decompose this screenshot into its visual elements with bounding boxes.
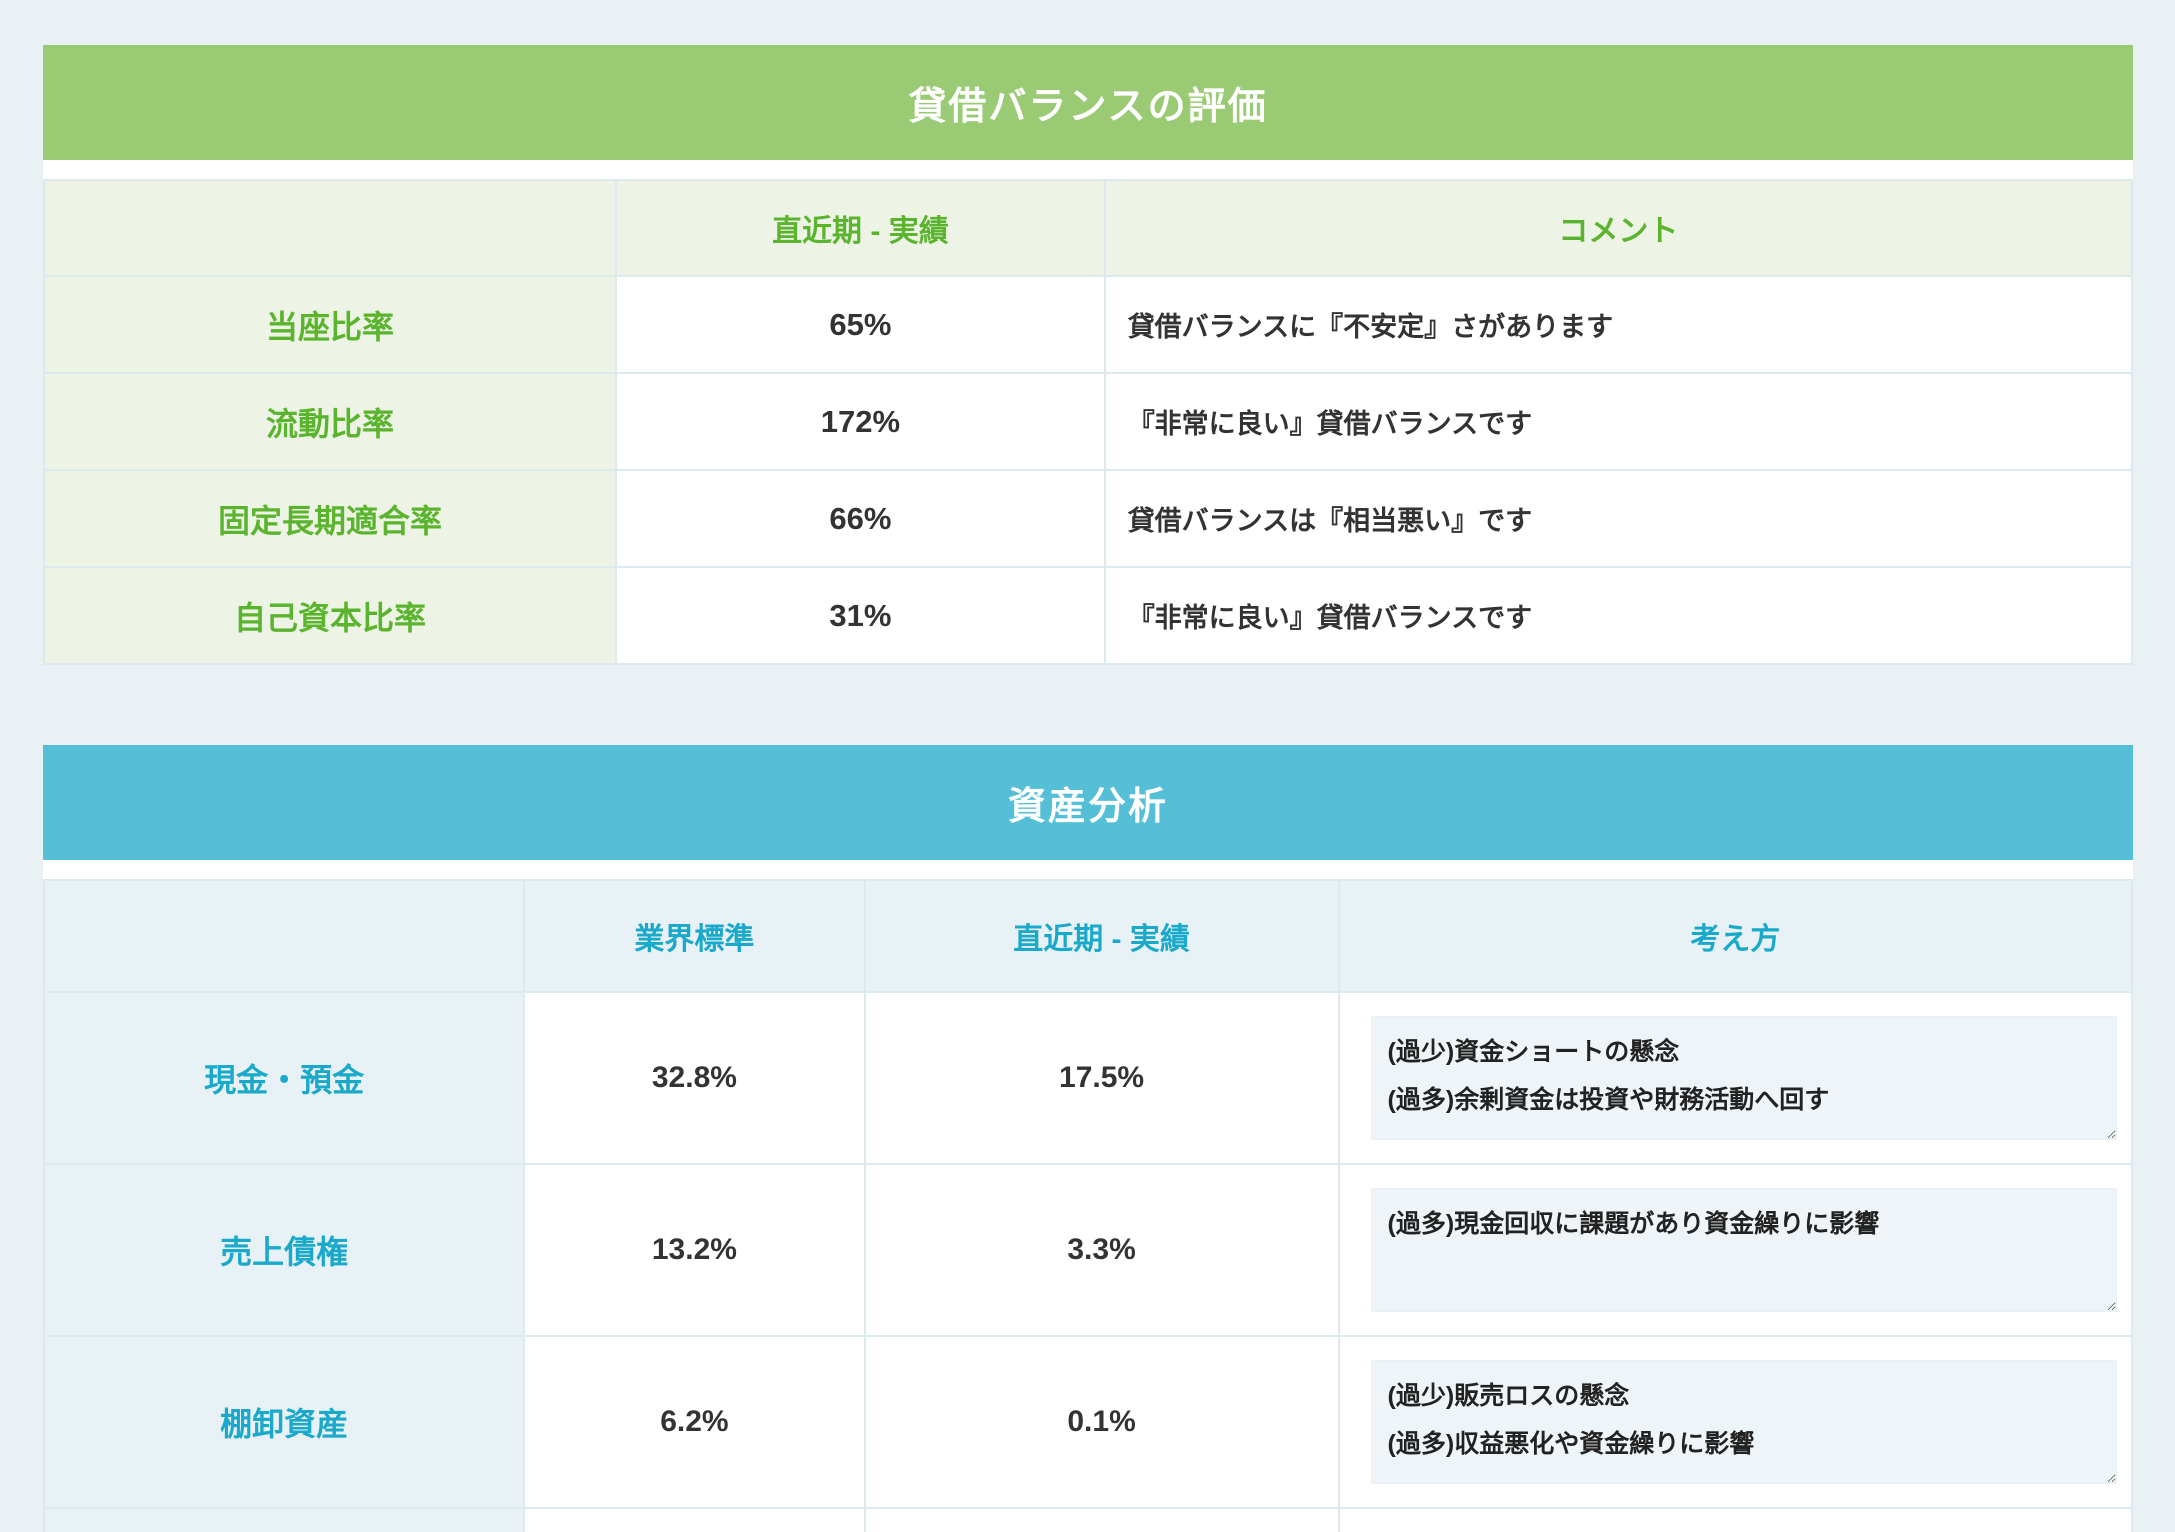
table-row: 固定長期適合率 66% 貸借バランスは『相当悪い』です (42, 469, 2134, 568)
asset-header-row: 業界標準 直近期 - 実績 考え方 (42, 879, 2134, 993)
asset-industry-value: 13.2% (523, 1163, 866, 1337)
asset-table: 業界標準 直近期 - 実績 考え方 現金・預金 32.8% 17.5% (過少)… (42, 879, 2134, 1532)
balance-section-title: 貸借バランスの評価 (43, 45, 2133, 160)
asset-actual-value: 3.3% (863, 1163, 1340, 1337)
balance-header-comment: コメント (1103, 179, 2134, 277)
asset-note-cell: (過少)資金ショートの懸念 (過多)余剰資金は投資や財務活動へ回す (1337, 991, 2134, 1165)
table-row: 流動比率 172% 『非常に良い』貸借バランスです (42, 372, 2134, 471)
metric-value: 66% (615, 469, 1106, 568)
metric-comment: 『非常に良い』貸借バランスです (1103, 566, 2134, 665)
table-row: 売上債権 13.2% 3.3% (過多)現金回収に課題があり資金繰りに影響 (42, 1163, 2134, 1337)
asset-header-actual: 直近期 - 実績 (863, 879, 1340, 993)
metric-label: 当座比率 (42, 275, 618, 374)
metric-value: 172% (615, 372, 1106, 471)
asset-actual-value: 17.5% (863, 991, 1340, 1165)
asset-section-title-text: 資産分析 (1007, 786, 1168, 828)
table-row: 棚卸資産 6.2% 0.1% (過少)販売ロスの懸念 (過多)収益悪化や資金繰り… (42, 1335, 2134, 1509)
table-row: 当座比率 65% 貸借バランスに『不安定』さがあります (42, 275, 2134, 374)
asset-label: 棚卸資産 (42, 1335, 526, 1509)
asset-note-cell: (過少)販売ロスの懸念 (過多)収益悪化や資金繰りに影響 (1337, 1335, 2134, 1509)
asset-label (42, 1507, 526, 1532)
balance-table: 直近期 - 実績 コメント 当座比率 65% 貸借バランスに『不安定』さがありま… (42, 179, 2134, 665)
metric-value: 65% (615, 275, 1106, 374)
table-row: 自己資本比率 31% 『非常に良い』貸借バランスです (42, 566, 2134, 665)
metric-comment: 貸借バランスに『不安定』さがあります (1103, 275, 2134, 374)
asset-label: 売上債権 (42, 1163, 526, 1337)
metric-comment: 『非常に良い』貸借バランスです (1103, 372, 2134, 471)
table-row: 現金・預金 32.8% 17.5% (過少)資金ショートの懸念 (過多)余剰資金… (42, 991, 2134, 1165)
balance-header-actual: 直近期 - 実績 (615, 179, 1106, 277)
asset-section-title: 資産分析 (43, 745, 2133, 860)
asset-note-textarea[interactable]: (過少)資金ショートの懸念 (過多)余剰資金は投資や財務活動へ回す (1370, 1016, 2117, 1140)
asset-note-cell: (過多)現金回収に課題があり資金繰りに影響 (1337, 1163, 2134, 1337)
metric-label: 流動比率 (42, 372, 618, 471)
table-row-partial (42, 1507, 2134, 1532)
metric-value: 31% (615, 566, 1106, 665)
balance-evaluation-section: 貸借バランスの評価 直近期 - 実績 コメント 当座比率 65% 貸借バランスに… (42, 45, 2134, 665)
metric-label: 固定長期適合率 (42, 469, 618, 568)
asset-header-empty (42, 879, 526, 993)
metric-comment: 貸借バランスは『相当悪い』です (1103, 469, 2134, 568)
asset-industry-value: 6.2% (523, 1335, 866, 1509)
asset-actual-value: 0.1% (863, 1335, 1340, 1509)
balance-section-title-text: 貸借バランスの評価 (908, 86, 1268, 128)
asset-header-industry: 業界標準 (523, 879, 866, 993)
asset-note-textarea[interactable]: (過少)販売ロスの懸念 (過多)収益悪化や資金繰りに影響 (1370, 1360, 2117, 1484)
asset-note-textarea[interactable]: (過多)現金回収に課題があり資金繰りに影響 (1370, 1188, 2117, 1312)
balance-header-empty (42, 179, 618, 277)
asset-industry-value (523, 1507, 866, 1532)
asset-industry-value: 32.8% (523, 991, 866, 1165)
asset-header-note: 考え方 (1337, 879, 2134, 993)
metric-label: 自己資本比率 (42, 566, 618, 665)
asset-note-cell (1337, 1507, 2134, 1532)
asset-actual-value (863, 1507, 1340, 1532)
balance-header-row: 直近期 - 実績 コメント (42, 179, 2134, 277)
asset-label: 現金・預金 (42, 991, 526, 1165)
asset-analysis-section: 資産分析 業界標準 直近期 - 実績 考え方 現金・預金 32.8% 17.5%… (42, 745, 2134, 1532)
